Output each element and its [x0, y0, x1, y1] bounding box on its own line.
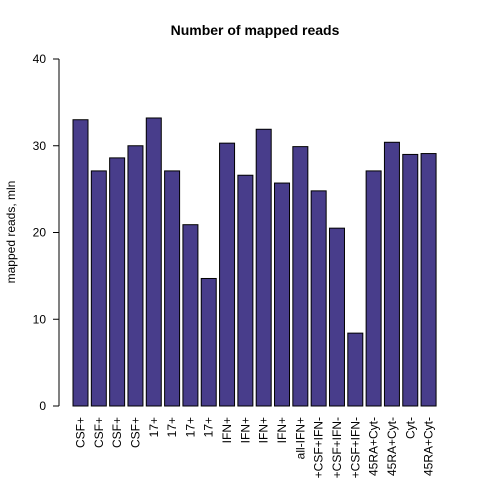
bar: [145, 117, 162, 407]
bar: [292, 146, 309, 407]
bar: [255, 128, 272, 407]
bar: [109, 157, 126, 407]
x-tick-label: 45RA+Cyt-: [422, 417, 436, 476]
bar: [383, 141, 400, 407]
y-tick-label: 10: [33, 312, 47, 326]
bars: [72, 117, 437, 407]
x-tick-label: IFN+: [257, 417, 271, 443]
x-tick-label: CSF+: [92, 417, 106, 448]
x-tick-label: CSF+: [74, 417, 88, 448]
x-tick-label: +CSF+IFN-: [330, 417, 344, 478]
x-tick-label: CSF+: [110, 417, 124, 448]
x-tick-label: IFN+: [238, 417, 252, 443]
chart-title: Number of mapped reads: [171, 22, 340, 38]
y-tick-label: 30: [33, 139, 47, 153]
x-tick-label: CSF+: [128, 417, 142, 448]
x-tick-label: 17+: [202, 417, 216, 437]
y-axis: 0 10 20 30 40: [33, 52, 60, 413]
x-tick-label: +CSF+IFN-: [348, 417, 362, 478]
x-tick-label: 17+: [147, 417, 161, 437]
y-axis-label: mapped reads, mln: [4, 181, 18, 284]
x-axis-labels: CSF+ CSF+ CSF+ CSF+ 17+ 17+ 17+ 17+ IFN+ IFN+ IFN+…: [74, 417, 436, 478]
bar: [420, 153, 437, 407]
bar: [200, 277, 217, 407]
bar: [274, 182, 291, 407]
bar: [164, 170, 181, 407]
x-tick-label: 45RA+Cyt-: [385, 417, 399, 476]
y-tick-label: 20: [33, 226, 47, 240]
bar: [90, 170, 107, 407]
bar: [127, 145, 144, 407]
bar: [328, 227, 345, 407]
x-tick-label: 17+: [183, 417, 197, 437]
bar: [310, 190, 327, 407]
bar: [347, 332, 364, 407]
bar: [219, 142, 236, 407]
x-tick-label: IFN+: [275, 417, 289, 443]
bar: [365, 170, 382, 407]
x-tick-label: +CSF+IFN-: [312, 417, 326, 478]
x-tick-label: 17+: [165, 417, 179, 437]
bar: [237, 174, 254, 407]
x-tick-label: IFN+: [220, 417, 234, 443]
x-tick-label: 45RA+Cyt-: [367, 417, 381, 476]
bar: [402, 153, 419, 407]
y-tick-label: 0: [39, 399, 46, 413]
x-tick-label: all-IFN+: [293, 417, 307, 459]
y-tick-label: 40: [33, 52, 47, 66]
bar: [182, 224, 199, 407]
bar: [72, 119, 89, 407]
x-tick-label: Cyt-: [403, 417, 417, 439]
